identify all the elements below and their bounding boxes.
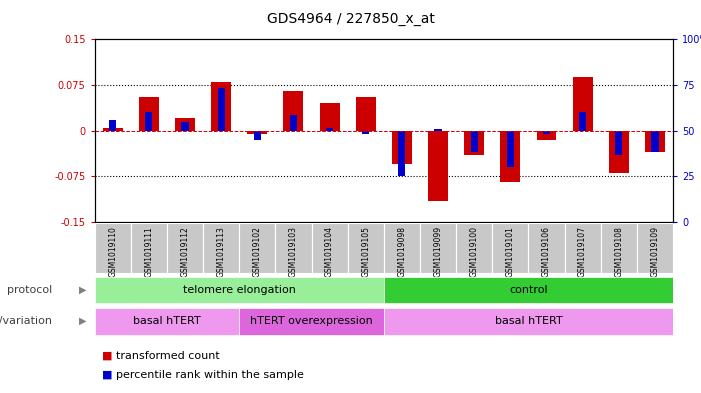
Bar — [217, 88, 225, 130]
Bar — [95, 223, 131, 273]
Bar — [507, 130, 514, 167]
Bar — [203, 223, 239, 273]
Text: control: control — [509, 285, 547, 295]
Text: basal hTERT: basal hTERT — [133, 316, 200, 326]
Bar — [536, 130, 557, 140]
Bar — [392, 130, 411, 164]
Text: ▶: ▶ — [79, 316, 86, 326]
Bar — [254, 130, 261, 140]
Bar — [139, 97, 159, 130]
Text: GSM1019102: GSM1019102 — [253, 226, 261, 277]
Bar — [283, 91, 304, 130]
Bar — [320, 103, 339, 130]
Text: GSM1019111: GSM1019111 — [144, 226, 154, 277]
Bar — [247, 130, 267, 134]
Text: GSM1019110: GSM1019110 — [108, 226, 117, 277]
Text: GSM1019108: GSM1019108 — [614, 226, 623, 277]
Bar — [492, 223, 529, 273]
Text: GSM1019100: GSM1019100 — [470, 226, 479, 277]
Bar — [398, 130, 405, 176]
Bar — [543, 130, 550, 134]
Bar — [384, 277, 673, 303]
Bar — [348, 223, 384, 273]
Text: GSM1019105: GSM1019105 — [361, 226, 370, 277]
Bar — [420, 223, 456, 273]
Text: GSM1019101: GSM1019101 — [506, 226, 515, 277]
Text: GSM1019107: GSM1019107 — [578, 226, 587, 277]
Text: ■: ■ — [102, 351, 112, 361]
Text: protocol: protocol — [7, 285, 53, 295]
Text: hTERT overexpression: hTERT overexpression — [250, 316, 373, 326]
Text: GSM1019112: GSM1019112 — [180, 226, 189, 277]
Bar — [95, 308, 239, 334]
Text: GSM1019106: GSM1019106 — [542, 226, 551, 277]
Bar — [239, 223, 275, 273]
Bar — [103, 128, 123, 130]
Bar — [131, 223, 167, 273]
Text: GDS4964 / 227850_x_at: GDS4964 / 227850_x_at — [266, 12, 435, 26]
Bar — [435, 129, 442, 130]
Bar — [428, 130, 448, 201]
Text: percentile rank within the sample: percentile rank within the sample — [116, 369, 304, 380]
Text: GSM1019099: GSM1019099 — [433, 226, 442, 277]
Bar — [579, 112, 586, 130]
Bar — [182, 121, 189, 130]
Text: GSM1019109: GSM1019109 — [651, 226, 660, 277]
Text: genotype/variation: genotype/variation — [0, 316, 53, 326]
Text: basal hTERT: basal hTERT — [494, 316, 562, 326]
Bar — [362, 130, 369, 134]
Bar — [239, 308, 384, 334]
Text: transformed count: transformed count — [116, 351, 219, 361]
Bar — [109, 120, 116, 130]
Bar — [326, 128, 333, 130]
Text: GSM1019098: GSM1019098 — [397, 226, 407, 277]
Bar — [529, 223, 564, 273]
Bar — [311, 223, 348, 273]
Bar — [167, 223, 203, 273]
Text: GSM1019104: GSM1019104 — [325, 226, 334, 277]
Bar — [145, 112, 153, 130]
Bar — [456, 223, 492, 273]
Bar — [501, 130, 520, 182]
Text: telomere elongation: telomere elongation — [183, 285, 296, 295]
Bar — [645, 130, 665, 152]
Bar — [384, 223, 420, 273]
Text: ■: ■ — [102, 369, 112, 380]
Bar — [275, 223, 311, 273]
Text: GSM1019103: GSM1019103 — [289, 226, 298, 277]
Bar — [175, 119, 195, 130]
Bar — [637, 223, 673, 273]
Bar — [211, 82, 231, 130]
Bar — [615, 130, 622, 155]
Bar — [464, 130, 484, 155]
Bar — [601, 223, 637, 273]
Bar — [573, 77, 592, 130]
Bar — [356, 97, 376, 130]
Bar — [95, 277, 384, 303]
Text: GSM1019113: GSM1019113 — [217, 226, 226, 277]
Bar — [651, 130, 658, 152]
Bar — [608, 130, 629, 173]
Bar — [290, 116, 297, 130]
Bar — [384, 308, 673, 334]
Bar — [564, 223, 601, 273]
Text: ▶: ▶ — [79, 285, 86, 295]
Bar — [470, 130, 478, 152]
